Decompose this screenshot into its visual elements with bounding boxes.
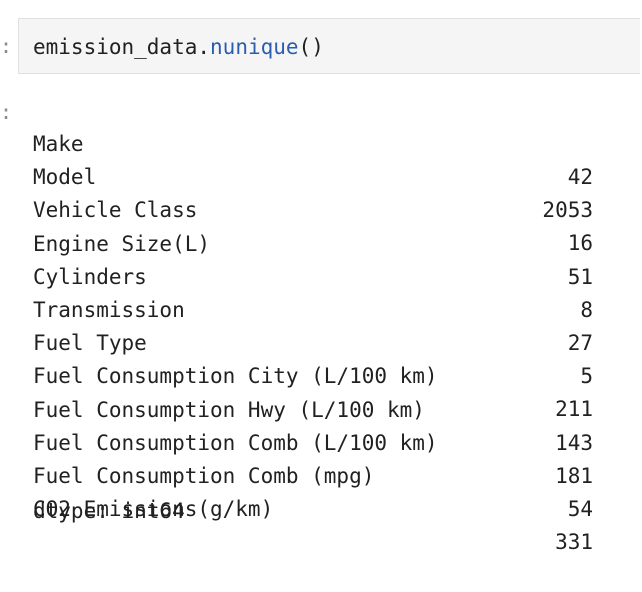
input-prompt: :: [0, 34, 13, 58]
row-value: 211: [555, 397, 593, 422]
row-value: 2053: [542, 198, 593, 223]
output-row: Make 42: [33, 95, 593, 189]
code-method: nunique: [210, 35, 299, 59]
row-key: Fuel Consumption Comb (mpg): [33, 463, 375, 488]
row-value: 331: [555, 530, 593, 555]
row-value: 16: [567, 231, 593, 256]
row-key: CO2 Emissions(g/km): [33, 497, 274, 522]
output-prompt: :: [0, 100, 13, 124]
code-dot: .: [197, 35, 211, 59]
output-row: Vehicle Class 16: [33, 161, 593, 255]
row-key: Fuel Type: [33, 331, 147, 356]
code-input-cell[interactable]: emission_data.nunique(): [18, 18, 640, 74]
row-value: 51: [567, 264, 593, 289]
output-row: CO2 Emissions(g/km) 331: [33, 460, 593, 554]
output-row: Fuel Consumption Hwy (L/100 km) 143: [33, 361, 593, 455]
row-value: 181: [555, 463, 593, 488]
output-row: Engine Size(L) 51: [33, 195, 593, 289]
row-value: 8: [580, 297, 593, 322]
output-row: Fuel Consumption Comb (mpg) 54: [33, 427, 593, 521]
row-value: 42: [567, 165, 593, 189]
row-value: 27: [567, 330, 593, 355]
output-row: Fuel Type 5: [33, 294, 593, 388]
row-key: Vehicle Class: [33, 198, 198, 223]
code-parens: (): [298, 35, 324, 59]
row-key: Fuel Consumption City (L/100 km): [33, 364, 438, 389]
code-line: emission_data.nunique(): [33, 34, 324, 60]
row-key: Make: [33, 132, 84, 156]
row-key: Fuel Consumption Comb (L/100 km): [33, 430, 438, 455]
dtype-line: dtype: int64: [33, 499, 185, 524]
output-row: Fuel Consumption City (L/100 km) 211: [33, 327, 593, 421]
code-object: emission_data: [33, 35, 198, 59]
row-key: Cylinders: [33, 264, 147, 289]
row-value: 5: [580, 364, 593, 389]
row-value: 143: [555, 430, 593, 455]
output-row: Fuel Consumption Comb (L/100 km) 181: [33, 394, 593, 488]
row-value: 54: [567, 496, 593, 521]
row-key: Transmission: [33, 297, 185, 322]
row-key: Fuel Consumption Hwy (L/100 km): [33, 397, 425, 422]
output-row: Cylinders 8: [33, 228, 593, 322]
output-row: Transmission 27: [33, 261, 593, 355]
output-row: Model 2053: [33, 128, 593, 222]
row-key: Engine Size(L): [33, 231, 211, 256]
output-area: Make 42 Model 2053 Vehicle Class 16 Engi…: [33, 95, 593, 554]
row-key: Model: [33, 165, 97, 190]
